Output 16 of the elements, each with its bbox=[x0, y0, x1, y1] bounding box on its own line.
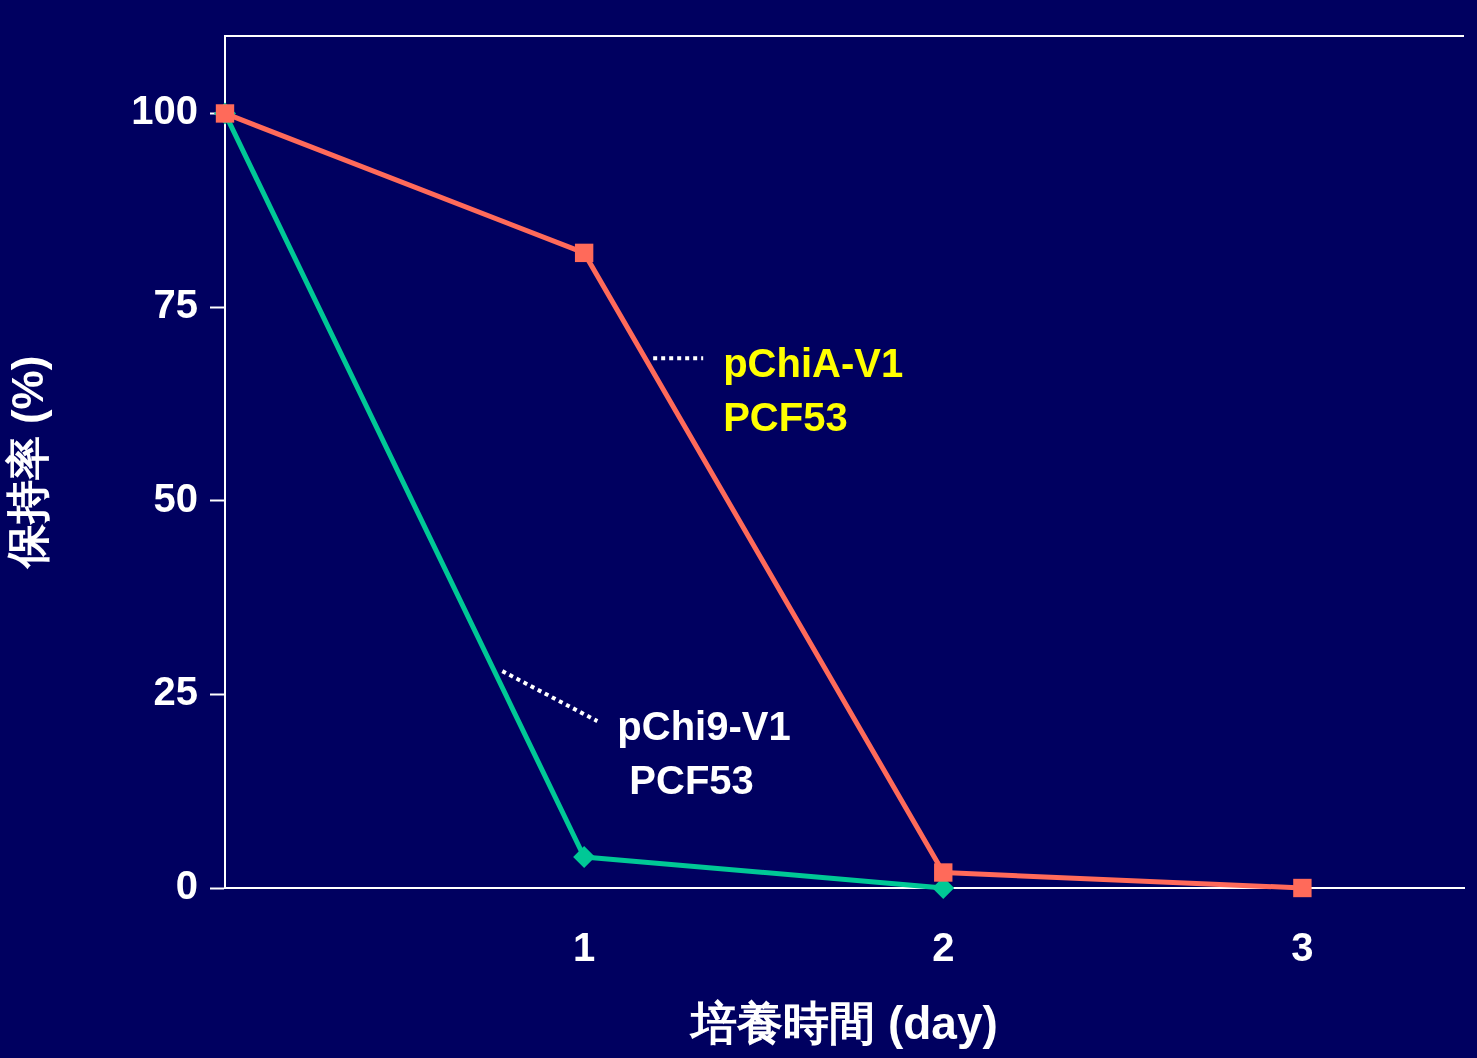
x-tick-label: 1 bbox=[573, 925, 596, 970]
x-axis-title: 培養時間 (day) bbox=[689, 997, 998, 1050]
y-tick-label: 50 bbox=[153, 475, 198, 520]
y-axis-title: 保持率 (%) bbox=[2, 355, 52, 571]
series-label: pChiA-V1 PCF53 bbox=[723, 341, 904, 440]
y-tick-label: 100 bbox=[131, 88, 198, 133]
y-tick-label: 0 bbox=[175, 863, 198, 908]
point bbox=[934, 863, 953, 882]
point bbox=[573, 846, 596, 869]
x-tick-label: 2 bbox=[932, 925, 955, 970]
x-tick-label: 3 bbox=[1291, 925, 1314, 970]
series-label: pChi9-V1 PCF53 bbox=[617, 704, 791, 803]
y-tick-label: 25 bbox=[153, 669, 198, 714]
point bbox=[574, 243, 594, 263]
point bbox=[1293, 878, 1312, 898]
y-tick-label: 75 bbox=[153, 282, 198, 327]
